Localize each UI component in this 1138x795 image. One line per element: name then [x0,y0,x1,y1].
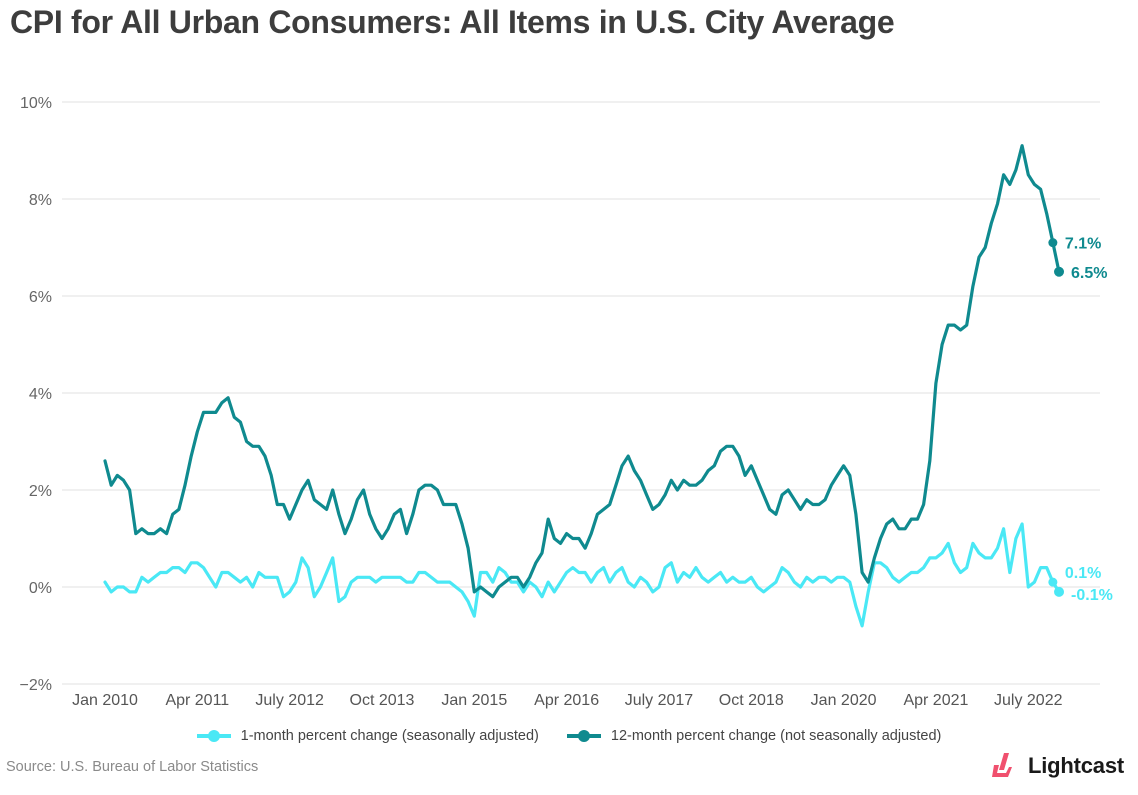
x-tick-label: Jan 2010 [72,692,138,709]
source-note: Source: U.S. Bureau of Labor Statistics [6,759,259,775]
legend-label-1-month: 1-month percent change (seasonally adjus… [240,728,539,744]
y-axis-ticks: −2% 0% 2% 4% 6% 8% 10% [20,95,52,694]
x-tick-label: Apr 2021 [903,692,968,709]
line-chart: −2% 0% 2% 4% 6% 8% 10% Jan 2010 Apr 2011 July 20… [20,95,1113,709]
x-tick-label: July 2022 [994,692,1063,709]
y-tick-label: 2% [29,483,52,500]
x-tick-label: Oct 2013 [350,692,415,709]
marker-12-month [1054,266,1065,277]
end-label-1-month: -0.1% [1071,587,1113,604]
x-tick-label: Jan 2015 [441,692,507,709]
x-tick-label: Oct 2018 [719,692,784,709]
x-tick-label: July 2017 [625,692,694,709]
series-line-12-month [103,144,1061,599]
y-tick-label: 0% [29,580,52,597]
y-tick-label: 8% [29,192,52,209]
y-tick-label: 4% [29,386,52,403]
marker-12-month [1048,238,1058,248]
end-label-1-month: 0.1% [1065,565,1101,582]
legend-swatch-12-month-icon [566,730,601,742]
end-label-12-month: 6.5% [1071,265,1107,282]
series-lines [103,144,1061,628]
y-tick-label: 10% [20,95,52,112]
end-label-12-month: 7.1% [1065,236,1101,253]
x-tick-label: Apr 2016 [534,692,599,709]
chart-title: CPI for All Urban Consumers: All Items i… [10,4,895,40]
end-markers: 0.1% -0.1% 7.1% 6.5% [1048,236,1113,604]
legend-swatch-1-month-icon [196,730,231,742]
brand-name: Lightcast [1028,753,1124,778]
legend-item-12-month[interactable]: 12-month percent change (not seasonally … [566,728,942,744]
series-line-1-month [103,522,1061,628]
legend-item-1-month[interactable]: 1-month percent change (seasonally adjus… [196,728,539,744]
legend: 1-month percent change (seasonally adjus… [0,728,1138,744]
x-tick-label: Apr 2011 [165,692,229,709]
x-tick-label: Jan 2020 [811,692,877,709]
y-tick-label: −2% [20,677,52,694]
marker-1-month [1048,577,1058,587]
lightcast-logo-icon [992,753,1012,777]
x-tick-label: July 2012 [255,692,324,709]
legend-label-12-month: 12-month percent change (not seasonally … [610,728,942,744]
x-axis-ticks: Jan 2010 Apr 2011 July 2012 Oct 2013 Jan 201… [72,692,1063,709]
marker-1-month [1054,586,1065,597]
y-tick-label: 6% [29,289,52,306]
lightcast-logo: Lightcast [990,753,1124,779]
gridlines [62,101,1100,685]
